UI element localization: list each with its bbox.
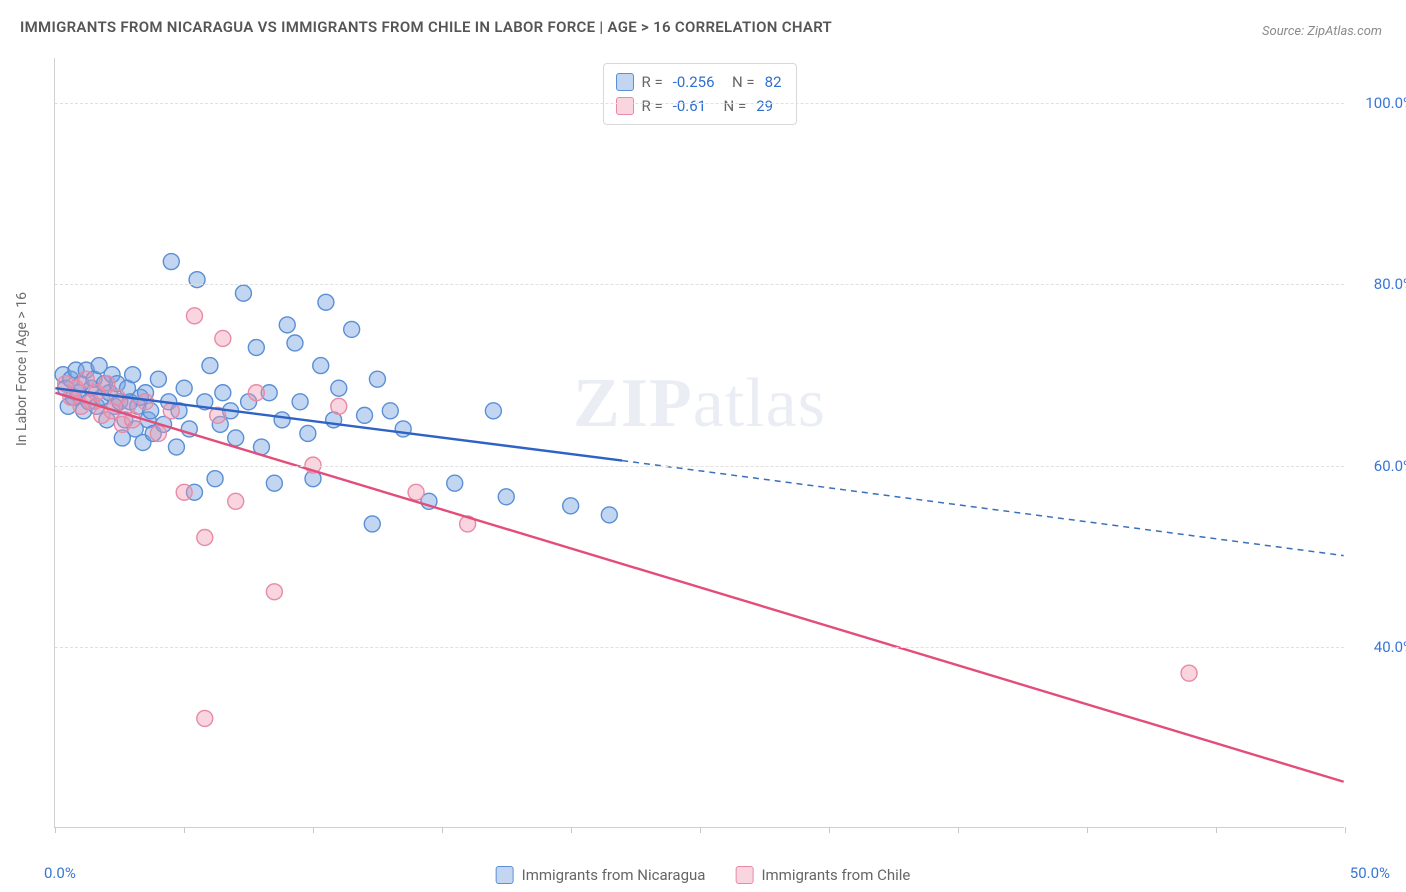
y-tick-label: 80.0% [1374,275,1406,293]
x-tick [184,827,185,833]
data-point [266,475,282,491]
gridline [55,466,1344,467]
y-axis-label: In Labor Force | Age > 16 [14,292,30,446]
data-point [228,493,244,509]
data-point [279,317,295,333]
x-tick [1216,827,1217,833]
legend-item-nicaragua: Immigrants from Nicaragua [496,866,706,884]
data-point [207,471,223,487]
data-point [318,294,334,310]
x-tick [442,827,443,833]
trend-line [55,393,1343,782]
data-point [138,394,154,410]
plot-area: ZIPatlas R = -0.256 N = 82 R = -0.61 N =… [54,58,1344,828]
plot-svg [55,58,1344,827]
data-point [78,371,94,387]
gridline [55,284,1344,285]
data-point [163,254,179,270]
x-tick [958,827,959,833]
data-point [197,530,213,546]
legend-item-chile: Immigrants from Chile [735,866,910,884]
data-point [563,498,579,514]
data-point [331,398,347,414]
trend-line-extrapolated [622,461,1343,556]
legend-label-nicaragua: Immigrants from Nicaragua [522,866,706,884]
data-point [292,394,308,410]
y-tick-label: 60.0% [1374,457,1406,475]
data-point [197,710,213,726]
data-point [447,475,463,491]
data-point [300,425,316,441]
data-point [408,484,424,500]
data-point [601,507,617,523]
swatch-chile [735,866,753,884]
swatch-nicaragua [496,866,514,884]
data-point [364,516,380,532]
data-point [498,489,514,505]
data-point [369,371,385,387]
data-point [248,340,264,356]
data-point [99,376,115,392]
y-tick-label: 100.0% [1365,94,1406,112]
x-tick [313,827,314,833]
data-point [125,367,141,383]
data-point [331,380,347,396]
data-point [357,407,373,423]
data-point [274,412,290,428]
y-tick-label: 40.0% [1374,638,1406,656]
data-point [344,321,360,337]
gridline [55,103,1344,104]
data-point [176,380,192,396]
legend-label-chile: Immigrants from Chile [761,866,910,884]
data-point [1181,665,1197,681]
x-min-label: 0.0% [44,864,76,882]
data-point [485,403,501,419]
data-point [266,584,282,600]
data-point [150,425,166,441]
x-tick [829,827,830,833]
x-max-label: 50.0% [1350,864,1390,882]
x-tick [1345,827,1346,833]
data-point [228,430,244,446]
data-point [168,439,184,455]
x-tick [571,827,572,833]
x-tick [55,827,56,833]
gridline [55,647,1344,648]
source-label: Source: ZipAtlas.com [1262,24,1382,39]
data-point [215,385,231,401]
data-point [202,358,218,374]
chart-container: IMMIGRANTS FROM NICARAGUA VS IMMIGRANTS … [0,0,1406,892]
chart-title: IMMIGRANTS FROM NICARAGUA VS IMMIGRANTS … [20,18,832,36]
data-point [382,403,398,419]
data-point [186,308,202,324]
bottom-legend: Immigrants from Nicaragua Immigrants fro… [496,866,911,884]
x-tick [1087,827,1088,833]
data-point [150,371,166,387]
x-tick [700,827,701,833]
data-point [176,484,192,500]
data-point [235,285,251,301]
data-point [248,385,264,401]
data-point [163,403,179,419]
data-point [287,335,303,351]
data-point [313,358,329,374]
data-point [215,330,231,346]
